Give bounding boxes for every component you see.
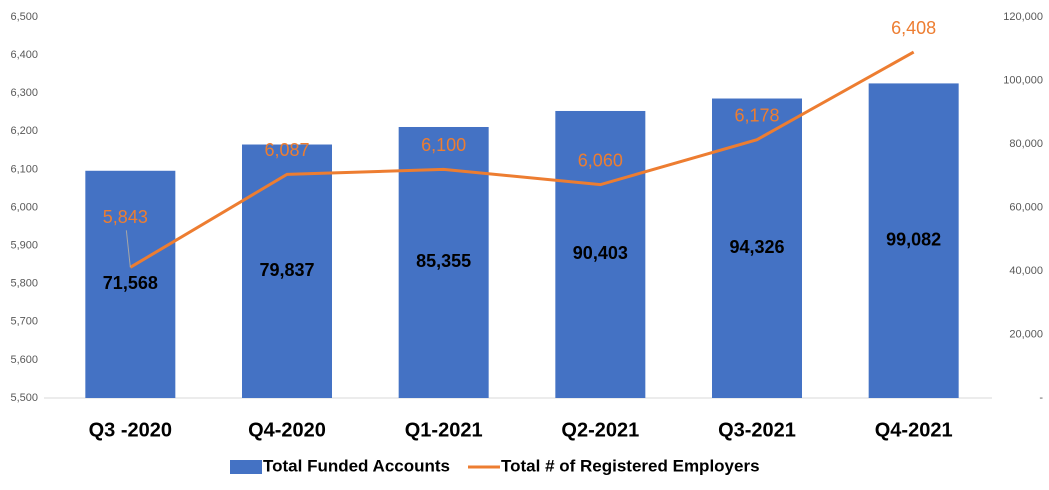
y-tick-label: 5,900	[10, 240, 38, 252]
y-tick-label: 5,600	[10, 354, 38, 366]
line-label: 6,408	[891, 18, 936, 38]
y-tick-label: 6,400	[10, 49, 38, 61]
y-tick-label: 6,300	[10, 87, 38, 99]
y-tick-label: 5,700	[10, 316, 38, 328]
bar-label: 71,568	[103, 273, 158, 293]
y2-tick-label: 120,000	[1003, 11, 1043, 23]
y2-tick-label: 20,000	[1009, 328, 1043, 340]
bar	[555, 110, 646, 399]
bar-label: 90,403	[573, 243, 628, 263]
y-tick-label: 6,500	[10, 11, 38, 23]
y2-tick-label: -	[1039, 392, 1043, 404]
bar-label: 94,326	[729, 237, 784, 257]
y2-tick-label: 60,000	[1009, 201, 1043, 213]
bar-label: 85,355	[416, 251, 471, 271]
x-tick-label: Q1-2021	[405, 419, 483, 441]
y-tick-label: 6,200	[10, 125, 38, 137]
line-label: 6,178	[734, 105, 779, 125]
line-label: 6,060	[578, 150, 623, 170]
legend-label: Total # of Registered Employers	[501, 456, 760, 475]
y2-tick-label: 80,000	[1009, 138, 1043, 150]
bar	[85, 170, 176, 398]
line-label: 5,843	[103, 207, 148, 227]
y-tick-label: 6,100	[10, 163, 38, 175]
line-label: 6,100	[421, 135, 466, 155]
y-tick-label: 6,000	[10, 201, 38, 213]
x-tick-label: Q3-2021	[718, 419, 796, 441]
y2-tick-label: 100,000	[1003, 74, 1043, 86]
y-tick-label: 5,800	[10, 278, 38, 290]
bar-label: 99,082	[886, 229, 941, 249]
x-tick-label: Q4-2020	[248, 419, 326, 441]
bar-label: 79,837	[259, 260, 314, 280]
x-tick-label: Q3 -2020	[89, 419, 172, 441]
y2-tick-label: 40,000	[1009, 265, 1043, 277]
bar	[242, 144, 332, 398]
line	[129, 50, 915, 269]
legend-swatch	[230, 460, 262, 474]
line-label: 6,087	[264, 140, 309, 160]
leader-line	[125, 230, 131, 268]
legend-label: Total Funded Accounts	[263, 456, 450, 475]
y-tick-label: 5,500	[10, 392, 38, 404]
bar	[868, 83, 959, 399]
x-tick-label: Q4-2021	[875, 419, 953, 441]
x-tick-label: Q2-2021	[561, 419, 639, 441]
